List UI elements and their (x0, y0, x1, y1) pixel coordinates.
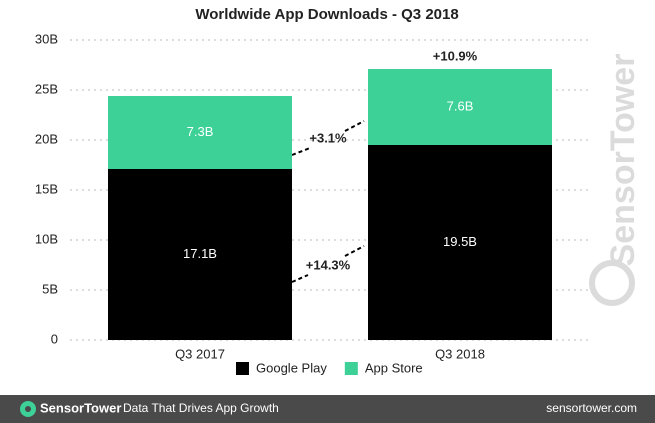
footer-bar (0, 395, 655, 423)
x-tick-label: Q3 2018 (435, 346, 485, 361)
annotation: +3.1% (309, 130, 347, 145)
watermark-logo (589, 260, 635, 306)
bar-segment (108, 169, 292, 340)
y-tick-label: 15B (35, 181, 58, 196)
connector (291, 147, 311, 156)
legend-swatch (344, 362, 358, 375)
y-tick-label: 20B (35, 131, 58, 146)
watermark: SensorTower (589, 54, 642, 306)
y-tick-label: 10B (35, 231, 58, 246)
x-tick-label: Q3 2017 (175, 346, 225, 361)
footer-logo-dot (25, 406, 31, 412)
y-tick-label: 30B (35, 31, 58, 46)
connector (291, 274, 309, 283)
annotation: +14.3% (306, 257, 351, 272)
bar-segment (108, 96, 292, 169)
value-label: 19.5B (443, 234, 477, 249)
value-label: 7.6B (447, 98, 474, 113)
connector (344, 245, 365, 257)
footer-url: sensortower.com (546, 401, 637, 415)
watermark-text: SensorTower (604, 54, 642, 267)
bar-segment (368, 69, 552, 145)
value-label: 7.3B (187, 124, 214, 139)
legend-swatch (236, 362, 249, 375)
footer-tagline: Data That Drives App Growth (123, 401, 279, 415)
connector (344, 120, 365, 132)
chart-title: Worldwide App Downloads - Q3 2018 (195, 6, 458, 23)
footer-brand: SensorTower (40, 400, 121, 415)
value-label: 17.1B (183, 246, 217, 261)
annotation: +10.9% (433, 48, 478, 63)
legend-label: App Store (365, 360, 423, 375)
y-tick-label: 5B (42, 281, 58, 296)
y-tick-label: 25B (35, 81, 58, 96)
bar-segment (368, 145, 552, 340)
legend-label: Google Play (256, 360, 327, 375)
y-tick-label: 0 (51, 331, 58, 346)
